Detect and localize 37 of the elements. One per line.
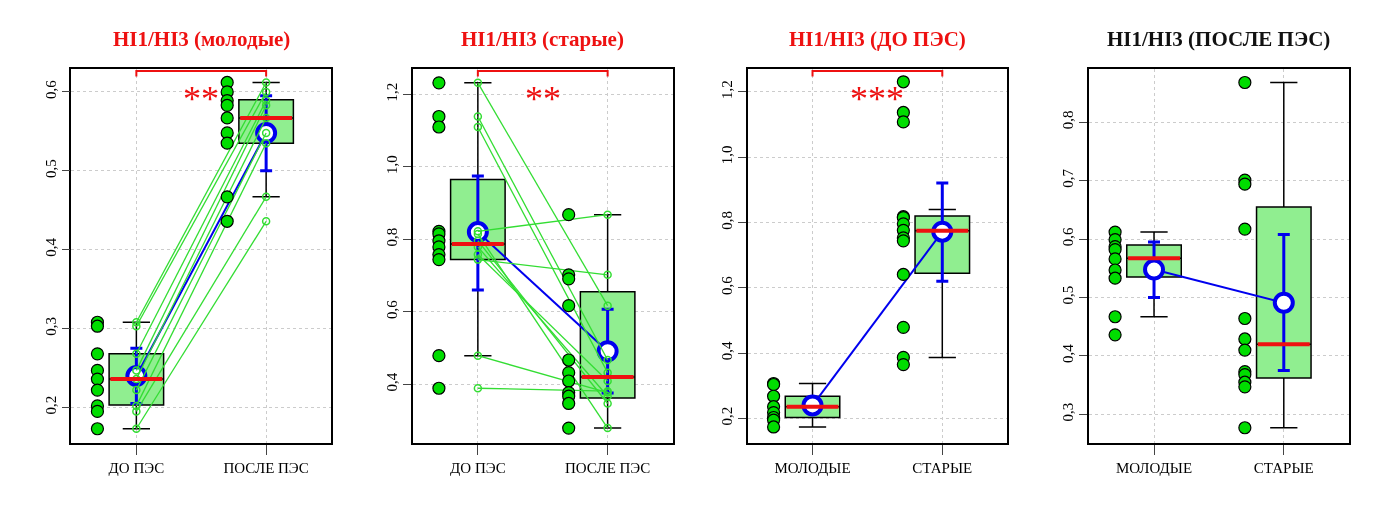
y-tick-label: 0,8 [718,210,735,230]
y-tick-label: 0,2 [718,406,735,426]
y-tick-label: 0,6 [718,275,735,295]
y-tick-label: 0,4 [1060,343,1077,364]
x-tick-label: ДО ПЭС [108,459,165,476]
y-tick-label: 1,0 [384,155,401,174]
x-tick-label: ПОСЛЕ ПЭС [223,459,309,476]
y-tick-label: 1,2 [718,80,735,100]
y-tick-label: 0,8 [1060,110,1077,130]
y-tick-label: 0,4 [42,237,59,257]
y-tick-label: 0,6 [384,299,401,319]
x-tick-label: МОЛОДЫЕ [1115,459,1193,476]
chart-title: HI1/HI3 (молодые) [113,27,291,51]
x-tick-label: СТАРЫЕ [1253,459,1314,476]
y-tick-label: 0,5 [1060,285,1077,305]
chart-title: HI1/HI3 (ПОСЛЕ ПЭС) [1107,27,1331,51]
x-tick-label: МОЛОДЫЕ [774,459,851,476]
y-tick-label: 0,6 [42,79,59,100]
y-tick-label: 0,3 [42,316,59,336]
y-tick-label: 0,6 [1060,226,1077,247]
x-tick-label: ДО ПЭС [450,459,506,476]
y-tick-label: 0,5 [42,159,59,178]
annotation: *** [850,79,904,119]
x-tick-label: ПОСЛЕ ПЭС [564,459,651,476]
x-tick-label: СТАРЫЕ [912,459,973,476]
chart-title: HI1/HI3 (старые) [461,27,624,51]
y-tick-label: 0,4 [718,341,735,361]
y-tick-label: 0,3 [1060,402,1077,422]
y-tick-label: 0,2 [42,395,59,415]
chart-title: HI1/HI3 (ДО ПЭС) [789,27,966,51]
annotation: ** [525,79,561,119]
annotation: ** [183,79,219,119]
y-tick-label: 0,7 [1060,168,1077,188]
y-tick-label: 1,0 [718,145,735,165]
y-tick-label: 1,2 [384,82,401,102]
y-tick-label: 0,8 [384,227,401,247]
y-tick-label: 0,4 [384,372,401,392]
